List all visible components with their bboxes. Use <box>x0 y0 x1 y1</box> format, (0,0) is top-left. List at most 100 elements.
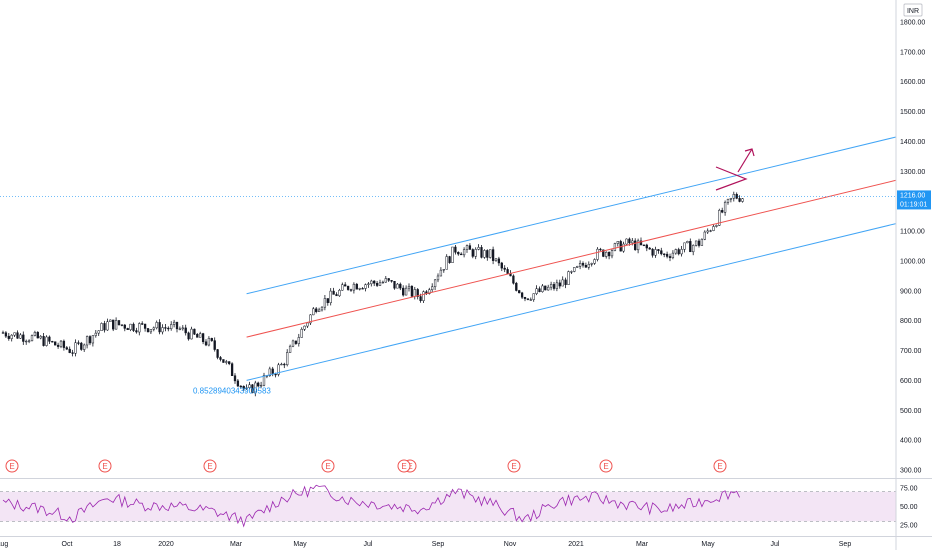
candle <box>636 240 640 251</box>
earnings-event-icon[interactable] <box>599 459 613 473</box>
candle <box>529 299 532 301</box>
candle <box>602 249 605 257</box>
candle <box>651 248 654 256</box>
candle <box>625 238 628 245</box>
candle <box>607 251 611 257</box>
candle <box>663 253 666 255</box>
candle <box>428 289 431 294</box>
candle <box>85 336 89 346</box>
candle <box>593 259 596 264</box>
candle <box>700 239 704 246</box>
last-price-badge[interactable] <box>897 190 931 210</box>
candle <box>62 340 66 348</box>
candle <box>317 309 321 312</box>
channel-upper-line[interactable] <box>246 136 897 295</box>
candle <box>457 252 460 255</box>
earnings-event-icon[interactable] <box>203 459 217 473</box>
candle <box>39 336 42 339</box>
candle <box>477 247 480 250</box>
candle <box>271 368 274 375</box>
candle <box>309 314 312 324</box>
candle <box>483 250 486 258</box>
candle <box>555 282 559 289</box>
currency-label[interactable]: INR <box>907 8 919 15</box>
candle <box>201 333 205 343</box>
candle <box>668 256 672 259</box>
price-tick-label: 900.00 <box>900 288 922 295</box>
earnings-event-icon[interactable] <box>397 459 411 473</box>
time-tick-label: Oct <box>62 541 73 548</box>
candle <box>523 297 527 299</box>
triangle-pattern[interactable] <box>715 166 748 191</box>
candle <box>126 328 129 330</box>
candle <box>361 288 364 290</box>
candle <box>100 323 103 331</box>
currency-box[interactable] <box>903 3 923 17</box>
candle <box>645 244 648 249</box>
rsi-tick-label: 25.00 <box>900 523 918 530</box>
candle <box>97 330 100 334</box>
channel-lower-line[interactable] <box>246 223 897 381</box>
candle <box>723 201 727 213</box>
candle <box>1 332 5 334</box>
candle <box>262 375 266 386</box>
candle <box>338 289 341 297</box>
earnings-event-icon[interactable] <box>321 459 335 473</box>
candle <box>358 288 361 290</box>
rsi-tick-label: 75.00 <box>900 486 918 493</box>
candle <box>106 321 109 331</box>
price-tick-label: 1000.00 <box>900 258 925 265</box>
time-tick-label: 18 <box>113 541 121 548</box>
earnings-event-icon[interactable] <box>98 459 112 473</box>
candle <box>155 322 158 329</box>
candle <box>341 284 344 291</box>
candle <box>74 342 77 354</box>
earnings-event-label: E <box>9 462 14 471</box>
candle <box>138 323 141 333</box>
candle <box>326 298 329 303</box>
candle <box>114 320 118 330</box>
candle <box>549 284 553 288</box>
candle <box>703 231 706 240</box>
candle <box>518 290 521 294</box>
candle <box>631 240 634 244</box>
candle <box>657 249 660 251</box>
time-tick-label: Mar <box>636 541 649 548</box>
candle <box>605 251 608 257</box>
candle <box>112 319 115 330</box>
candle <box>132 323 135 331</box>
candle <box>712 226 715 231</box>
candle <box>622 243 625 252</box>
candle <box>573 267 576 272</box>
candle <box>558 282 561 287</box>
earnings-event-label: E <box>511 462 516 471</box>
candle <box>349 289 353 291</box>
candle <box>399 283 402 289</box>
earnings-event-icon[interactable] <box>507 459 521 473</box>
candle <box>80 342 83 350</box>
time-tick-label: Sep <box>432 541 445 548</box>
candle <box>355 283 358 290</box>
candle <box>172 321 176 325</box>
candle <box>616 241 619 244</box>
candle <box>274 373 277 376</box>
candle <box>375 283 379 286</box>
candle <box>706 230 709 233</box>
candle <box>697 240 701 246</box>
candle <box>741 198 744 202</box>
candle <box>520 292 524 298</box>
candle <box>570 271 573 273</box>
candle <box>251 384 254 394</box>
earnings-event-icon[interactable] <box>713 459 727 473</box>
earnings-event-icon[interactable] <box>5 459 19 473</box>
candle <box>109 319 112 322</box>
breakout-arrow[interactable] <box>737 148 753 173</box>
candle <box>71 352 74 354</box>
candle <box>329 290 332 303</box>
candle <box>660 250 663 255</box>
channel-middle-line[interactable] <box>246 179 897 338</box>
price-tick-label: 500.00 <box>900 408 922 415</box>
candle <box>175 321 179 330</box>
candle <box>297 337 300 344</box>
